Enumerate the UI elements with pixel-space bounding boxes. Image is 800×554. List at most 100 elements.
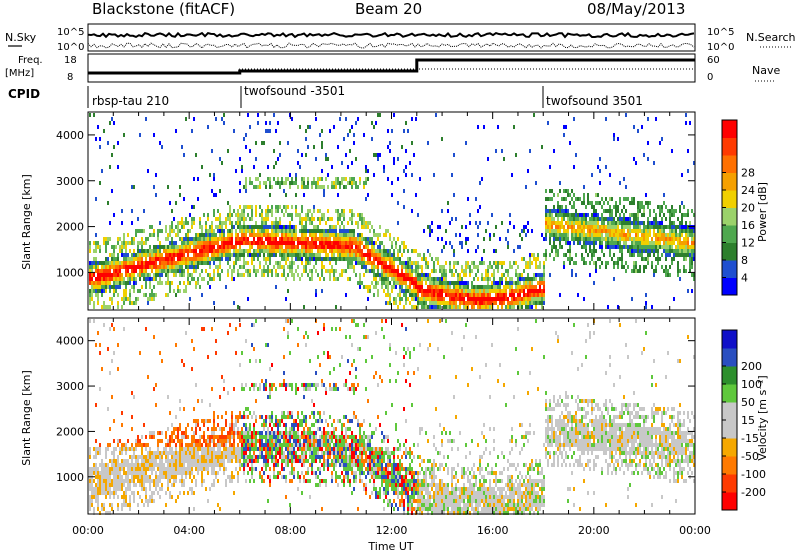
power-cell [253,237,255,241]
power-cell [439,277,441,281]
power-cell [649,245,651,249]
power-cell [633,269,635,273]
power-cell [421,289,423,293]
power-cell [403,277,405,281]
power-cell [99,277,101,281]
power-cell [357,245,359,249]
power-cell [435,301,437,305]
power-cell [135,301,137,305]
power-cell [665,217,667,221]
power-cell [387,273,389,277]
velocity-cell [231,435,233,439]
power-cell [229,249,231,253]
power-cell [655,233,657,237]
power-cell [689,257,691,261]
velocity-cell [105,491,107,495]
power-cell [137,289,139,293]
power-cell [549,221,551,225]
power-cell [331,257,333,261]
power-cell [249,177,251,181]
power-cell [199,257,201,261]
velocity-cell [119,467,121,471]
power-cell [215,265,217,269]
velocity-cell [199,467,201,471]
power-cell [405,285,407,289]
power-cell [591,201,593,205]
power-cell [535,277,537,281]
velocity-cell [227,447,229,451]
power-cell [305,269,307,273]
velocity-cell [139,463,141,467]
power-cell [531,261,533,265]
power-cell [99,269,101,273]
power-cell [267,245,269,249]
velocity-cell [133,395,135,399]
power-cell [355,249,357,253]
velocity-cell [111,503,113,507]
power-cell [389,301,391,305]
power-cell [331,241,333,245]
power-cell [657,245,659,249]
power-cell [187,261,189,265]
velocity-cell [179,451,181,455]
power-cell [281,253,283,257]
power-cell [259,229,261,233]
velocity-cell [231,479,233,483]
power-cell [379,253,381,257]
power-cell [647,225,649,229]
power-cell [591,257,593,261]
power-cell [185,217,187,221]
velocity-cell [231,427,233,431]
power-cell [665,225,667,229]
power-cbar-label: 28 [741,167,755,180]
power-cell [627,229,629,233]
velocity-cell [169,471,171,475]
power-cell [609,197,611,201]
power-cell [655,237,657,241]
velocity-cell [147,375,149,379]
power-cell [397,305,399,309]
power-cell [211,241,213,245]
power-cell [153,273,155,277]
power-cell [501,297,503,301]
power-cell [425,305,427,309]
power-cell [655,265,657,269]
power-cell [317,217,319,221]
power-cell [605,217,607,221]
velocity-cell [225,419,227,423]
power-cell [285,209,287,213]
velocity-cell [165,451,167,455]
power-cell [357,261,359,265]
velocity-cell [113,467,115,471]
velocity-cell [141,499,143,503]
power-cell [197,257,199,261]
power-cell [491,289,493,293]
power-cell [295,249,297,253]
power-cell [419,285,421,289]
power-cell [103,269,105,273]
power-cell [661,137,663,141]
power-cell [587,193,589,197]
power-cell [509,301,511,305]
power-cell [659,221,661,225]
velocity-cell [117,495,119,499]
power-cell [243,209,245,213]
power-cell [241,169,243,173]
power-cell [525,233,527,237]
velocity-cell [115,479,117,483]
velocity-cell [149,495,151,499]
velocity-cell [153,451,155,455]
power-cell [89,289,91,293]
power-cell [601,233,603,237]
power-cell [607,209,609,213]
power-cell [627,217,629,221]
power-cell [385,261,387,265]
power-cell [337,209,339,213]
power-cell [257,229,259,233]
power-cell [107,265,109,269]
power-cell [467,301,469,305]
power-cell [223,237,225,241]
power-cell [321,265,323,269]
power-cell [153,297,155,301]
power-cell [477,297,479,301]
